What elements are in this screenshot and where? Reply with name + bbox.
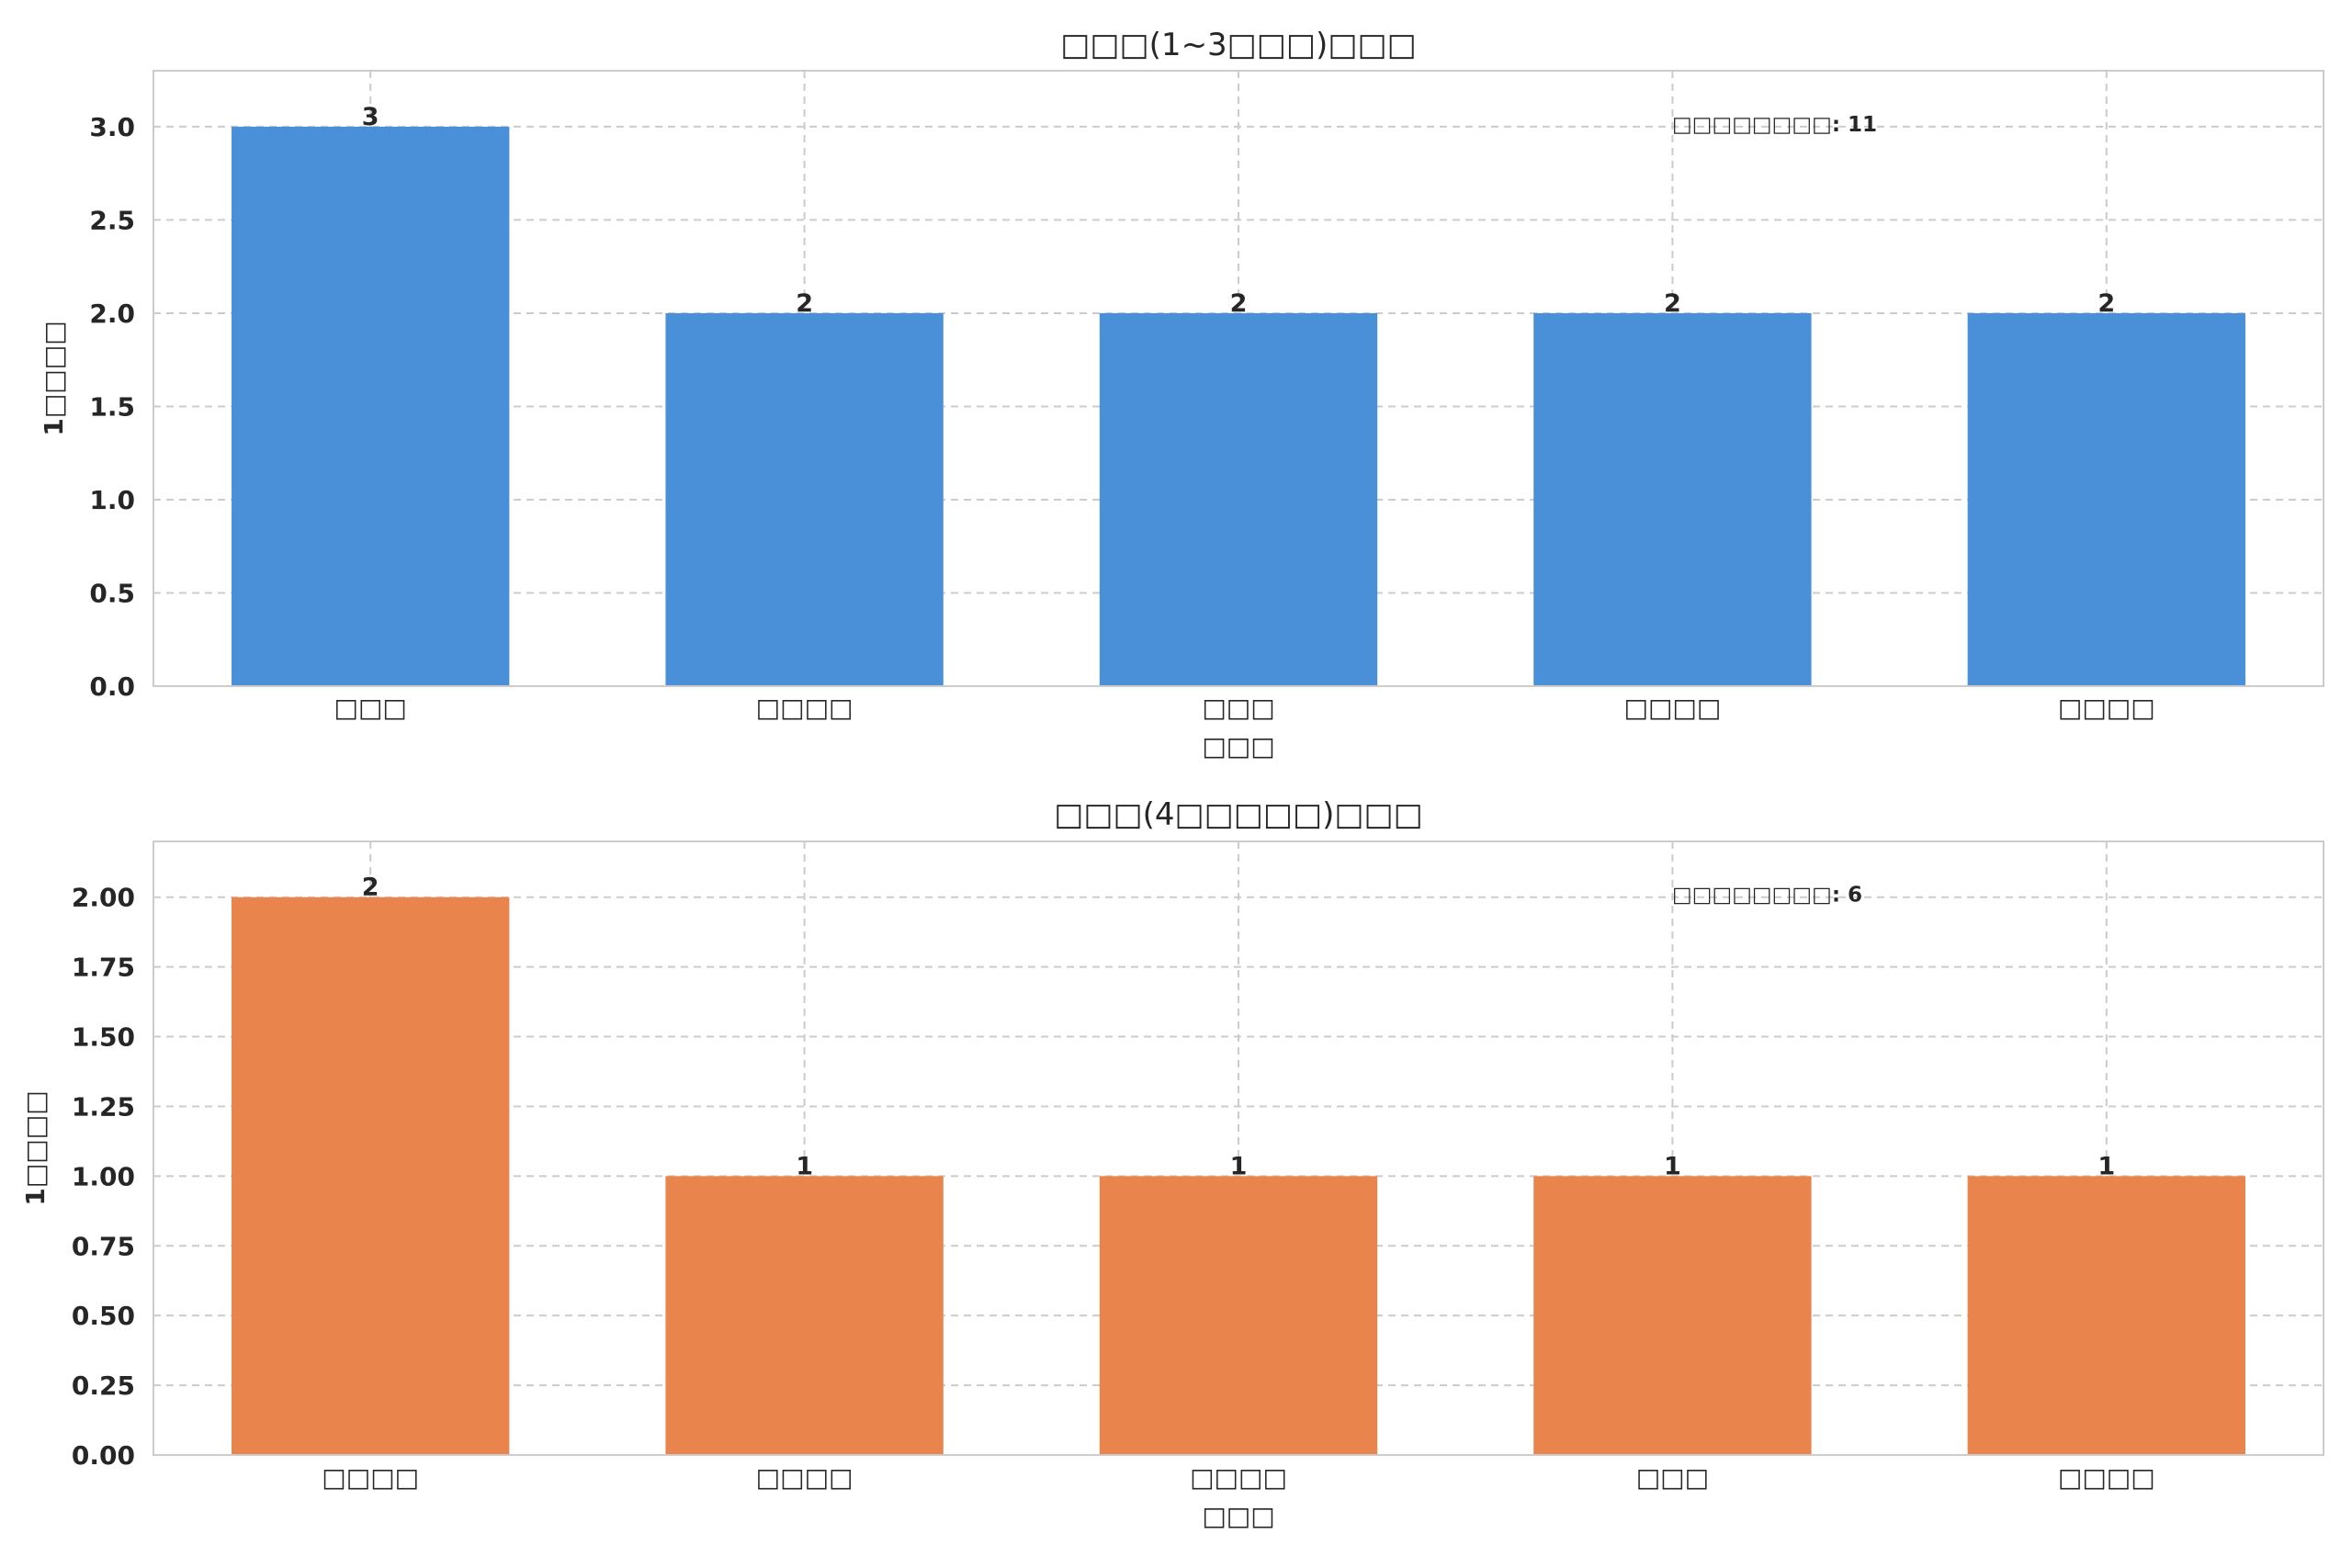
bar [1099, 312, 1378, 686]
plot-frame [153, 840, 2324, 1456]
x-tick-label: □□□□ [756, 693, 854, 723]
bar [665, 312, 944, 686]
x-tick-label: □□□ [1636, 1462, 1709, 1493]
bar [665, 1176, 944, 1455]
bar [1533, 312, 1812, 686]
x-tick-label: □□□□ [322, 1462, 419, 1493]
x-tick-label: □□□□ [756, 1462, 854, 1493]
y-tick-label: 0.0 [89, 671, 135, 702]
y-tick-label: 0.75 [72, 1231, 135, 1261]
x-tick-label: □□□□ [2058, 693, 2155, 723]
bar-value-label: 2 [1664, 289, 1681, 318]
bar-value-label: 1 [1664, 1152, 1681, 1180]
total-annotation: □□□□□□□□: 6 [1672, 884, 1862, 908]
x-tick-label: □□□ [334, 693, 407, 723]
y-tick-label: 2.00 [72, 883, 135, 913]
y-tick-label: 0.5 [89, 578, 135, 608]
y-tick-label: 0.25 [72, 1371, 135, 1401]
bar-value-label: 3 [362, 103, 379, 131]
y-tick-label: 1.0 [89, 485, 135, 515]
plot-frame [153, 70, 2324, 687]
x-axis-label: □□□ [1202, 731, 1274, 761]
bar [232, 897, 510, 1455]
y-axis-label: 1□□□□ [39, 321, 69, 435]
bar-value-label: 1 [1230, 1152, 1248, 1180]
bar [1099, 1176, 1378, 1455]
x-tick-label: □□□□ [2058, 1462, 2155, 1493]
bar-value-label: 2 [362, 874, 379, 902]
bar [1533, 1176, 1812, 1455]
y-axis-label: 1□□□□ [20, 1090, 51, 1205]
y-tick-label: 0.50 [72, 1301, 135, 1331]
bar [1967, 312, 2245, 686]
bar [232, 126, 510, 687]
x-tick-label: □□□□ [1190, 1462, 1287, 1493]
y-tick-label: 1.75 [72, 953, 135, 983]
bar-value-label: 1 [2098, 1152, 2115, 1180]
y-tick-label: 1.00 [72, 1161, 135, 1191]
y-tick-label: 2.5 [89, 205, 135, 235]
bottom-chart: 2 1 1 1 1 0.00 0.25 0.50 0.75 1.00 1.25 1.50 1.75 2.0… [20, 796, 2324, 1531]
bar-value-label: 2 [1230, 289, 1248, 318]
y-tick-label: 0.00 [72, 1440, 135, 1471]
x-tick-label: □□□□ [1623, 693, 1721, 723]
chart-title: □□□(4□□□□□)□□□ [1054, 796, 1423, 833]
total-annotation: □□□□□□□□: 11 [1672, 113, 1877, 137]
y-tick-label: 2.0 [89, 299, 135, 329]
bar-value-label: 2 [796, 289, 813, 318]
y-tick-label: 1.5 [89, 391, 135, 422]
chart-title: □□□(1~3□□□)□□□ [1060, 27, 1416, 63]
top-chart: 32 2 2 20.00.51.01.52.02.53.0□□□ □□□□ □□□ □□□□… [39, 27, 2324, 761]
bar [1967, 1176, 2245, 1455]
y-tick-label: 3.0 [89, 112, 135, 142]
x-tick-label: □□□ [1202, 693, 1274, 723]
bar-value-label: 2 [2098, 289, 2115, 318]
x-axis-label: □□□ [1202, 1501, 1274, 1531]
y-tick-label: 1.50 [72, 1022, 135, 1053]
bar-value-label: 1 [796, 1152, 813, 1180]
y-tick-label: 1.25 [72, 1091, 135, 1122]
